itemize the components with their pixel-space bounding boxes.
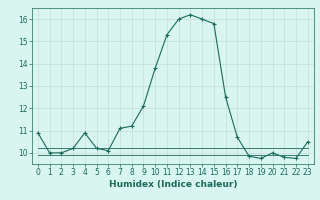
X-axis label: Humidex (Indice chaleur): Humidex (Indice chaleur) — [108, 180, 237, 189]
